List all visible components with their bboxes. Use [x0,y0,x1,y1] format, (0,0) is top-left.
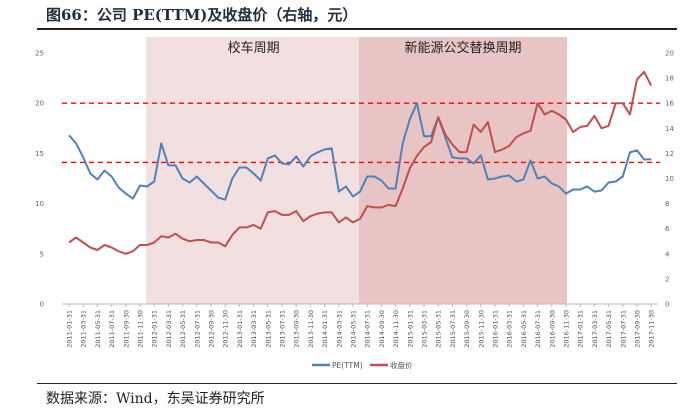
x-tick-label: 2014-11-30 [392,310,400,348]
right-tick-label: 2 [665,275,669,283]
right-tick-label: 4 [665,250,670,258]
x-tick-label: 2013-07-31 [279,310,287,348]
x-tick-label: 2013-03-31 [250,310,258,348]
x-tick-label: 2011-01-31 [66,310,74,348]
left-tick-label: 0 [40,301,44,309]
x-tick-label: 2015-01-31 [406,310,414,348]
x-tick-label: 2012-09-30 [208,310,216,348]
right-tick-label: 14 [665,125,674,133]
right-tick-label: 20 [665,50,674,58]
x-tick-label: 2012-07-31 [193,310,201,348]
figure-title: 图66：公司 PE(TTM)及收盘价（右轴，元） [46,6,358,24]
x-tick-label: 2017-09-30 [634,310,642,348]
x-tick-label: 2011-05-31 [94,310,102,348]
x-tick-label: 2015-11-30 [477,310,485,348]
right-tick-label: 0 [665,301,669,309]
series-line-pe [68,102,652,201]
band-label: 新能源公交替换周期 [405,40,522,56]
x-tick-label: 2011-07-31 [108,310,116,348]
x-tick-label: 2014-01-31 [321,310,329,348]
x-tick-label: 2012-01-31 [151,310,159,348]
x-tick-label: 2017-01-31 [577,310,585,348]
series-line-close-price [68,70,653,255]
x-tick-label: 2011-11-30 [137,310,145,348]
x-tick-label: 2013-11-30 [307,310,315,348]
x-tick-label: 2015-07-31 [449,310,457,348]
x-tick-label: 2016-05-31 [520,310,528,348]
x-tick-label: 2016-11-30 [563,310,571,348]
x-tick-label: 2016-07-31 [534,310,542,348]
title-rule [37,28,677,30]
x-tick-label: 2012-03-31 [165,310,173,348]
x-tick-label: 2014-07-31 [364,310,372,348]
left-tick-label: 5 [40,250,44,258]
x-tick-label: 2017-07-31 [619,310,627,348]
right-tick-label: 16 [665,100,674,108]
x-tick-label: 2011-09-30 [122,310,130,348]
legend-label: 收盘价 [390,360,413,370]
x-tick-label: 2013-05-31 [264,310,272,348]
x-tick-label: 2015-09-30 [463,310,471,348]
x-tick-label: 2014-03-31 [335,310,343,348]
x-tick-label: 2011-03-31 [80,310,88,348]
x-tick-label: 2015-05-31 [435,310,443,348]
x-tick-label: 2013-01-31 [236,310,244,348]
left-tick-label: 20 [35,100,44,108]
x-tick-label: 2013-09-30 [293,310,301,348]
right-tick-label: 8 [665,200,669,208]
left-tick-label: 10 [35,200,44,208]
source-note: 数据来源：Wind，东吴证券研究所 [46,391,265,407]
x-tick-label: 2012-11-30 [222,310,230,348]
legend-label: PE(TTM) [332,361,363,370]
x-tick-label: 2014-05-31 [350,310,358,348]
band-1 [359,37,567,304]
right-tick-label: 10 [665,175,674,183]
x-tick-label: 2017-03-31 [591,310,599,348]
band-label: 校车周期 [228,40,280,56]
left-tick-label: 15 [35,150,44,158]
right-tick-label: 6 [665,225,670,233]
source-rule [37,383,677,384]
left-tick-label: 25 [35,50,44,58]
right-tick-label: 18 [665,75,674,83]
x-tick-label: 2016-03-31 [506,310,514,348]
x-tick-label: 2016-09-30 [548,310,556,348]
x-tick-label: 2017-05-31 [605,310,613,348]
right-tick-label: 12 [665,150,674,158]
band-0 [146,37,362,304]
x-tick-label: 2017-11-30 [648,310,656,348]
x-tick-label: 2016-01-31 [492,310,500,348]
x-tick-label: 2015-03-31 [421,310,429,348]
x-tick-label: 2014-09-30 [378,310,386,348]
x-tick-label: 2012-05-31 [179,310,187,348]
